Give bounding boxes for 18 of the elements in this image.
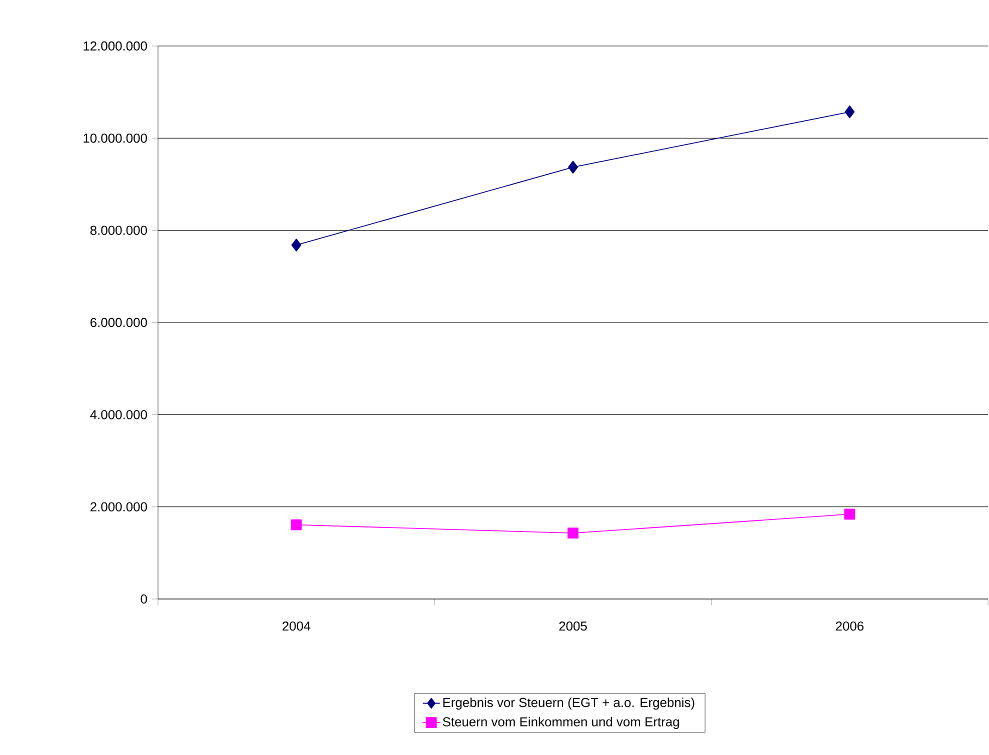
point (291, 238, 302, 252)
point (290, 519, 302, 530)
point (844, 508, 856, 520)
x-tick-label: 2004 (282, 622, 310, 631)
point (844, 105, 855, 118)
point (568, 528, 578, 539)
y-tick-label: 2.000.000 (90, 502, 147, 512)
point (568, 160, 578, 174)
y-tick-label: 6.000.000 (90, 318, 147, 328)
y-tick-label: 12.000.000 (84, 41, 147, 51)
x-tick-label: 2005 (559, 622, 587, 631)
y-tick-label: 4.000.000 (90, 410, 147, 420)
legend-label: Ergebnis vor Steuern (EGT + a.o. Ergebnis) (443, 698, 694, 710)
y-tick-label: 8.000.000 (90, 226, 147, 235)
x-tick-label: 2006 (836, 622, 864, 631)
legend-label: Steuern vom Einkommen und vom Ertrag (442, 716, 679, 729)
y-tick-label: 0 (140, 594, 147, 604)
y-tick-label: 10.000.000 (84, 134, 147, 143)
